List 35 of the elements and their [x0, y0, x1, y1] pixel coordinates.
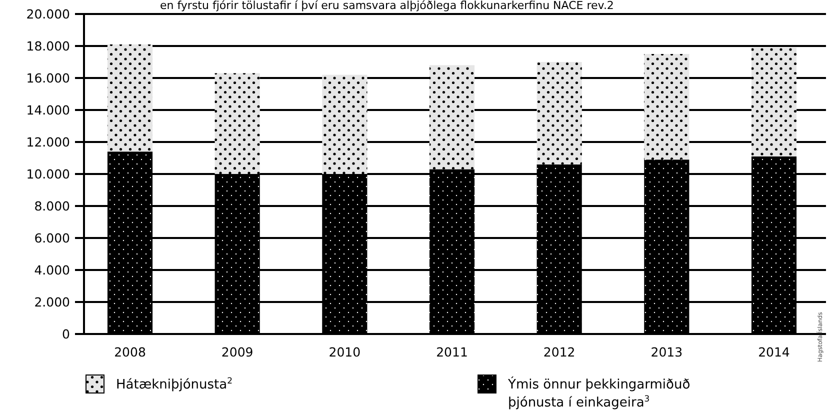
x-tick-label: 2013 — [650, 344, 683, 360]
y-tick-label: 6.000 — [34, 230, 70, 246]
x-tick-label: 2014 — [758, 344, 790, 360]
bar — [322, 174, 368, 334]
y-tick-label: 10.000 — [26, 166, 70, 182]
bar — [214, 174, 260, 334]
y-tick-label: 0 — [62, 326, 70, 342]
x-tick-label: 2009 — [221, 344, 254, 360]
bar — [214, 73, 260, 174]
x-tick-label: 2011 — [436, 344, 468, 360]
y-tick-label: 8.000 — [34, 198, 70, 214]
bar — [751, 156, 797, 334]
chart-subtitle: en fyrstu fjórir tölustafir í því eru samsvara alþjóðlega flokkunarkerfinu NACE rev.2 — [160, 0, 614, 12]
bar — [322, 74, 368, 174]
bar — [536, 164, 582, 334]
y-tick-label: 18.000 — [26, 38, 70, 54]
bar — [644, 160, 690, 334]
x-tick-label: 2012 — [543, 344, 576, 360]
y-tick-label: 14.000 — [26, 102, 70, 118]
y-tick-label: 20.000 — [26, 6, 70, 22]
y-tick-label: 12.000 — [26, 134, 70, 150]
y-tick-label: 16.000 — [26, 70, 70, 86]
bar — [751, 48, 797, 156]
y-tick-label: 2.000 — [34, 294, 70, 310]
bar — [429, 169, 475, 334]
legend-label: Ýmis önnur þekkingarmiðuð þjónusta í einkageira$^{3}$ — [507, 376, 690, 411]
x-tick-label: 2010 — [328, 344, 361, 360]
x-tick-label: 2008 — [114, 344, 146, 360]
bar — [107, 44, 153, 152]
bar — [644, 54, 690, 160]
legend-label: Hátækniþjónusta$^{2}$ — [116, 376, 232, 393]
bar — [107, 152, 153, 334]
y-tick-label: 4.000 — [34, 262, 70, 278]
bar — [536, 62, 582, 164]
bar — [429, 65, 475, 170]
